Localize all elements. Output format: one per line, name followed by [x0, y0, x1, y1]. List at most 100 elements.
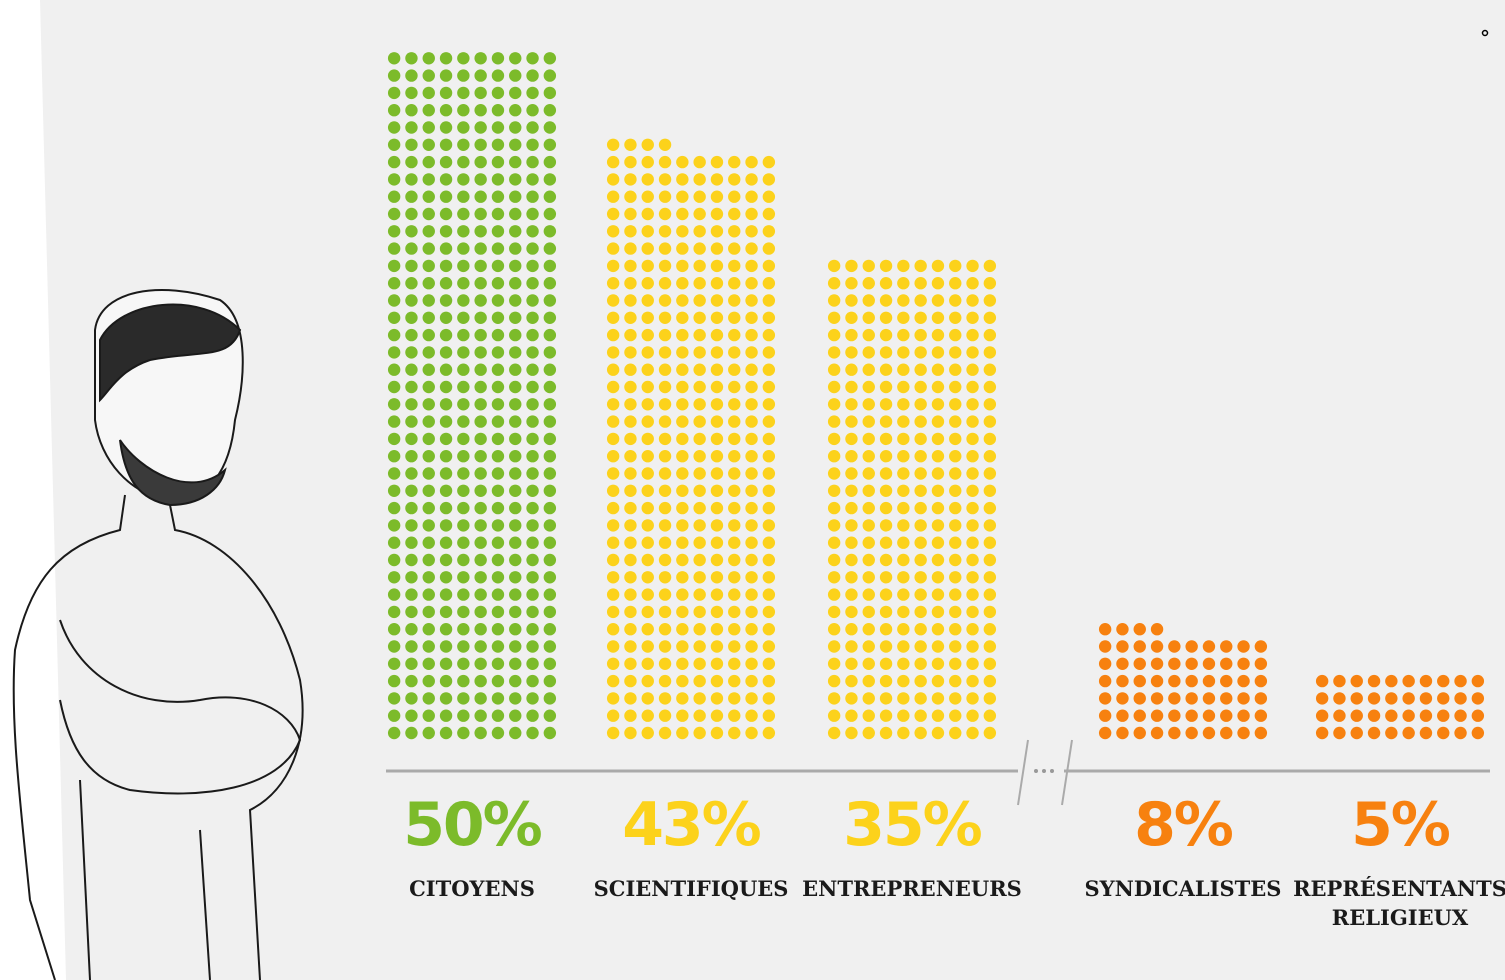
- dot: [1254, 640, 1268, 653]
- dot: [745, 346, 758, 359]
- dot: [624, 415, 637, 428]
- dot: [827, 709, 841, 722]
- dot: [693, 519, 706, 532]
- dot: [949, 674, 962, 688]
- dot: [526, 432, 539, 446]
- dot: [387, 605, 401, 619]
- dot: [1150, 623, 1164, 636]
- dot: [897, 536, 910, 549]
- dot: [387, 155, 401, 169]
- dot: [606, 173, 620, 186]
- dot: [897, 484, 910, 497]
- dot: [676, 674, 689, 688]
- dot: [422, 640, 435, 653]
- dot: [879, 657, 893, 670]
- dot: [879, 346, 893, 359]
- dot: [762, 588, 776, 601]
- dot: [491, 52, 505, 65]
- dot: [491, 640, 505, 653]
- dot: [606, 571, 620, 584]
- dot: [624, 311, 637, 324]
- dot: [1133, 640, 1146, 653]
- dot: [457, 138, 470, 151]
- dot: [897, 692, 910, 705]
- dot: [762, 259, 776, 273]
- dot: [624, 657, 637, 670]
- dot: [606, 346, 620, 359]
- dot: [676, 519, 689, 532]
- dot: [966, 605, 979, 619]
- dot: [387, 52, 401, 65]
- dot: [949, 640, 962, 653]
- dot: [457, 277, 470, 290]
- dot: [606, 207, 620, 221]
- dot: [862, 588, 875, 601]
- dot: [606, 138, 620, 151]
- dot: [543, 138, 557, 151]
- dot: [387, 259, 401, 273]
- dot: [457, 190, 470, 203]
- dot: [405, 242, 418, 255]
- dot: [1168, 640, 1181, 653]
- dot: [745, 155, 758, 169]
- dot: [862, 674, 875, 688]
- dot: [1202, 640, 1216, 653]
- dot: [1333, 709, 1346, 722]
- dot: [624, 623, 637, 636]
- dot: [491, 311, 505, 324]
- dot: [457, 225, 470, 238]
- dot: [439, 709, 453, 722]
- dot: [676, 571, 689, 584]
- dot: [914, 346, 927, 359]
- dot: [762, 674, 776, 688]
- dot: [658, 138, 672, 151]
- dot: [641, 415, 654, 428]
- dot: [966, 294, 979, 307]
- dot: [827, 484, 841, 497]
- dot: [862, 259, 875, 273]
- dot: [405, 328, 418, 342]
- dot: [710, 225, 724, 238]
- bar: [1098, 623, 1268, 740]
- dot: [543, 363, 557, 376]
- dot: [1150, 674, 1164, 688]
- dot: [1237, 726, 1250, 740]
- dot: [1437, 674, 1450, 688]
- dot: [827, 398, 841, 411]
- dot: [862, 398, 875, 411]
- dot: [474, 121, 487, 134]
- dot: [966, 536, 979, 549]
- dot: [457, 657, 470, 670]
- dot: [422, 571, 435, 584]
- dot: [827, 692, 841, 705]
- dot: [676, 190, 689, 203]
- dot: [1333, 692, 1346, 705]
- dot: [641, 709, 654, 722]
- dot: [641, 519, 654, 532]
- dot: [745, 657, 758, 670]
- dot: [710, 640, 724, 653]
- dot: [439, 155, 453, 169]
- dot: [862, 501, 875, 515]
- dot: [762, 553, 776, 567]
- dot: [405, 571, 418, 584]
- dot: [1220, 657, 1233, 670]
- dot: [862, 623, 875, 636]
- dot: [405, 726, 418, 740]
- dot: [676, 311, 689, 324]
- dot: [641, 640, 654, 653]
- dot: [879, 328, 893, 342]
- dot: [606, 605, 620, 619]
- dot: [862, 484, 875, 497]
- dot: [728, 190, 741, 203]
- dot: [949, 398, 962, 411]
- dot: [728, 173, 741, 186]
- dot: [543, 536, 557, 549]
- dot: [676, 553, 689, 567]
- dot: [693, 328, 706, 342]
- dot: [827, 553, 841, 567]
- dot: [676, 657, 689, 670]
- dot: [509, 726, 522, 740]
- dot: [457, 450, 470, 463]
- dot: [641, 501, 654, 515]
